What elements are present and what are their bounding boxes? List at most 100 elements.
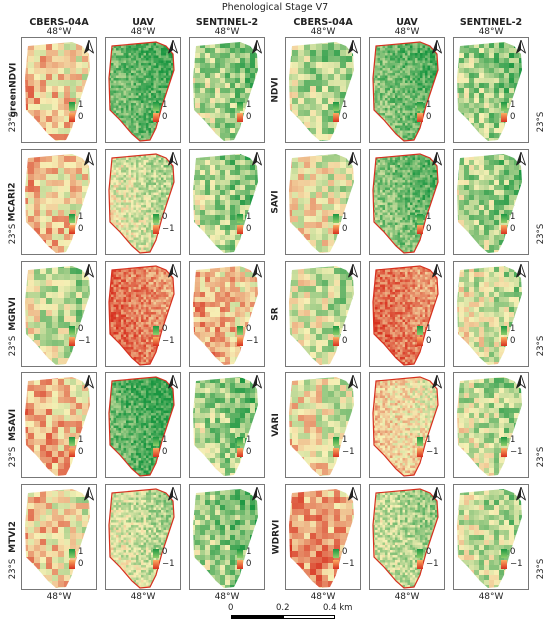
north-arrow-icon (516, 487, 526, 501)
legend-min-label: 0 (162, 112, 168, 122)
legend-max-label: 1 (510, 100, 516, 110)
index-label: WDRVI (270, 484, 282, 590)
legend-min-label: 0 (78, 447, 84, 457)
field-raster (372, 376, 439, 477)
north-arrow-icon (84, 152, 94, 166)
column-header: SENTINEL-2 (195, 17, 259, 28)
north-arrow-icon (252, 152, 262, 166)
north-arrow-icon (252, 487, 262, 501)
legend-min-label: 0 (426, 112, 432, 122)
north-arrow-icon (516, 264, 526, 278)
legend-swatch-low (333, 225, 339, 234)
legend-min-label: −1 (342, 559, 355, 569)
legend-swatch-high (69, 437, 75, 446)
field-raster (457, 489, 522, 588)
legend-min-label: −1 (78, 336, 91, 346)
legend-swatch-high (153, 326, 159, 335)
longitude-label-bottom: 48°W (394, 592, 420, 602)
north-arrow-icon (348, 264, 358, 278)
scale-label-0-2: 0.2 (276, 603, 290, 613)
latitude-label: 23°S (535, 442, 547, 472)
column-header: UAV (132, 17, 154, 28)
figure-title: Phenological Stage V7 (221, 2, 329, 13)
index-label-text: MCARI2 (8, 182, 19, 222)
color-legend: 1 −1 (417, 435, 443, 461)
latitude-label-text: 23°S (536, 111, 546, 133)
index-label-text: VARI (271, 413, 282, 437)
longitude-label-bottom: 48°W (46, 592, 72, 602)
legend-swatch-high (501, 102, 507, 111)
north-arrow-icon (168, 264, 178, 278)
legend-min-label: 0 (246, 224, 252, 234)
legend-swatch-low (69, 560, 75, 569)
latitude-label-text: 23°S (8, 558, 18, 580)
column-header: CBERS-04A (293, 17, 353, 28)
legend-min-label: −1 (510, 447, 523, 457)
legend-min-label: 0 (78, 224, 84, 234)
legend-max-label: 0 (162, 547, 168, 557)
field-raster (289, 42, 354, 141)
north-arrow-icon (252, 375, 262, 389)
field-raster (372, 41, 439, 142)
legend-max-label: 1 (510, 212, 516, 222)
legend-swatch-high (153, 549, 159, 558)
north-arrow-icon (348, 487, 358, 501)
latitude-label: 23°S (535, 331, 547, 361)
legend-swatch-low (333, 560, 339, 569)
latitude-label: 23°S (7, 554, 19, 584)
column-header: UAV (396, 17, 418, 28)
legend-swatch-high (237, 102, 243, 111)
legend-swatch-low (153, 560, 159, 569)
legend-swatch-high (333, 214, 339, 223)
color-legend: 1 −1 (501, 435, 527, 461)
index-label-text: SR (271, 307, 282, 321)
latitude-label: 23°S (7, 107, 19, 137)
legend-swatch-low (153, 448, 159, 457)
north-arrow-icon (168, 487, 178, 501)
legend-swatch-high (501, 214, 507, 223)
legend-min-label: −1 (162, 224, 175, 234)
legend-max-label: 1 (78, 100, 84, 110)
field-raster (457, 42, 522, 141)
legend-max-label: 1 (246, 100, 252, 110)
legend-max-label: 0 (342, 547, 348, 557)
latitude-label-text: 23°S (536, 223, 546, 245)
legend-min-label: 0 (342, 224, 348, 234)
latitude-label-text: 23°S (536, 335, 546, 357)
legend-swatch-low (69, 337, 75, 346)
legend-min-label: −1 (426, 447, 439, 457)
legend-swatch-high (417, 326, 423, 335)
field-raster (289, 154, 354, 253)
field-raster (25, 154, 90, 253)
legend-swatch-high (417, 437, 423, 446)
north-arrow-icon (516, 152, 526, 166)
legend-swatch-high (333, 437, 339, 446)
legend-swatch-low (417, 337, 423, 346)
legend-max-label: 1 (426, 324, 432, 334)
legend-max-label: 1 (246, 435, 252, 445)
color-legend: 0 −1 (333, 547, 359, 573)
legend-swatch-high (333, 102, 339, 111)
latitude-label-text: 23°S (8, 223, 18, 245)
north-arrow-icon (432, 40, 442, 54)
legend-max-label: 1 (510, 435, 516, 445)
scale-bar: 0 0.2 0.4 km (228, 603, 352, 623)
